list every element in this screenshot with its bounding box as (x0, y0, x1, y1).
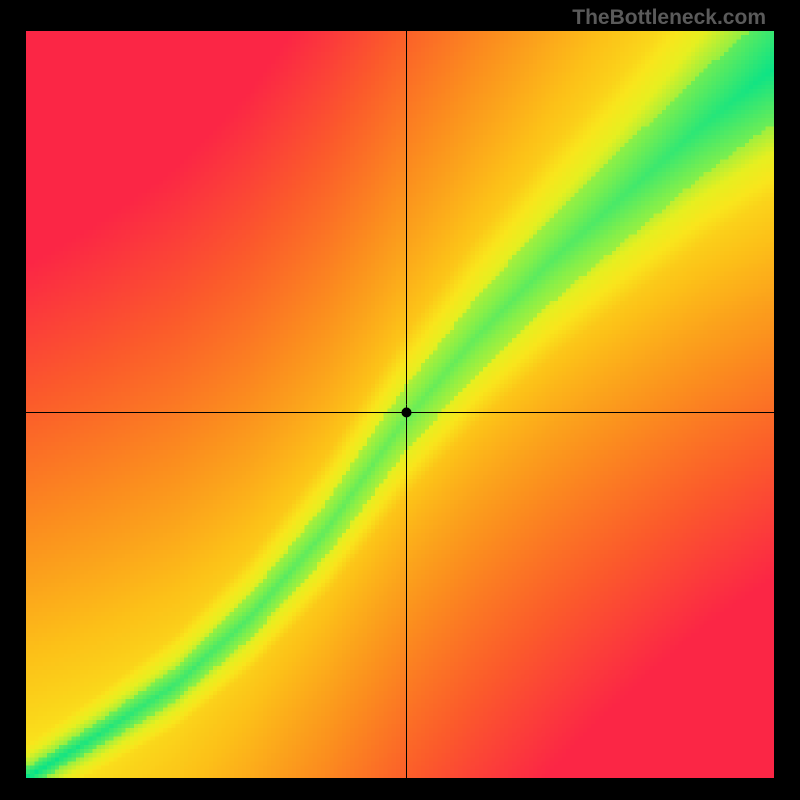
watermark-text: TheBottleneck.com (572, 6, 766, 30)
crosshair-overlay (26, 31, 774, 778)
chart-stage: TheBottleneck.com (0, 0, 800, 800)
